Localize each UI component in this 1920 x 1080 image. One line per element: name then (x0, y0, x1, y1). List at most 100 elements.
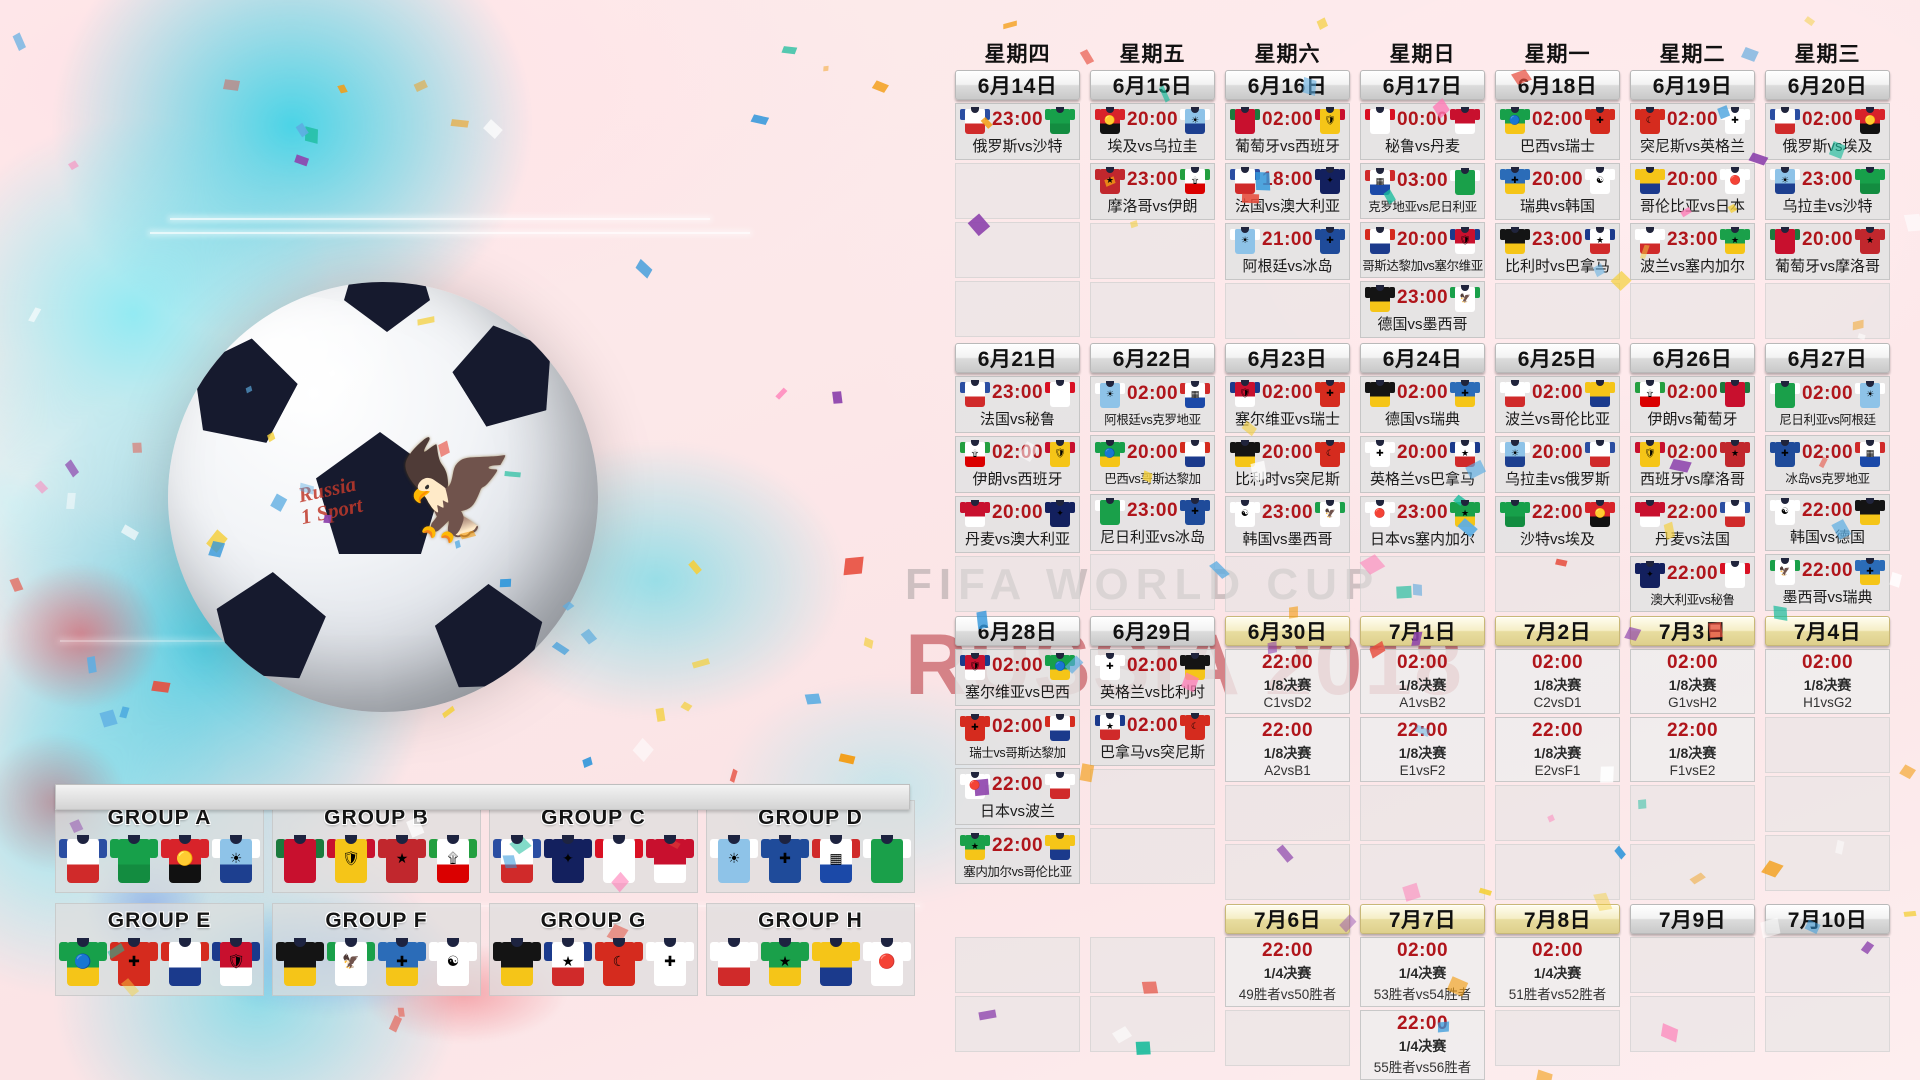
date-chip[interactable]: 7月7日 (1360, 904, 1485, 934)
date-chip[interactable]: 6月27日 (1765, 343, 1890, 373)
group-card-d[interactable]: GROUP D ☀ ✚ ▦ (706, 800, 915, 893)
match-cell[interactable]: 02:00 🛡 葡萄牙vs西班牙 (1225, 103, 1350, 160)
match-cell[interactable]: 23:00 法国vs秘鲁 (955, 376, 1080, 433)
match-cell[interactable]: ☀ 21:00 ✚ 阿根廷vs冰岛 (1225, 223, 1350, 280)
match-cell[interactable]: 🛡 02:00 🔵 塞尔维亚vs巴西 (955, 649, 1080, 706)
match-cell[interactable]: ✚ 02:00 瑞士vs哥斯达黎加 (955, 709, 1080, 765)
match-time: 23:00 (1396, 287, 1449, 308)
match-cell[interactable]: 🔵 20:00 巴西vs哥斯达黎加 (1090, 435, 1215, 491)
date-chip[interactable]: 6月21日 (955, 343, 1080, 373)
knockout-match-cell[interactable]: 22:00 1/8决赛 A2vsB1 (1225, 717, 1350, 782)
match-cell[interactable]: 02:00 ☀ 尼日利亚vs阿根廷 (1765, 376, 1890, 432)
date-chip[interactable]: 7月6日 (1225, 904, 1350, 934)
match-cell[interactable]: 20:00 🛡 哥斯达黎加vs塞尔维亚 (1360, 222, 1485, 278)
match-cell[interactable]: ☯ 23:00 🦅 韩国vs墨西哥 (1225, 496, 1350, 553)
group-title: GROUP H (758, 909, 863, 932)
knockout-match-cell[interactable]: 22:00 1/8决赛 C1vsD2 (1225, 649, 1350, 714)
match-cell[interactable]: 02:00 🟡 俄罗斯vs埃及 (1765, 103, 1890, 160)
match-cell[interactable]: ★ 02:00 ☾ 巴拿马vs突尼斯 (1090, 709, 1215, 766)
match-cell[interactable]: 🔵 02:00 ✚ 巴西vs瑞士 (1495, 103, 1620, 160)
knockout-match-cell[interactable]: 22:00 1/4决赛 49胜者vs50胜者 (1225, 937, 1350, 1007)
match-cell[interactable]: ✚ 20:00 ☯ 瑞典vs韩国 (1495, 163, 1620, 220)
group-card-a[interactable]: GROUP A 🟡 ☀ (55, 800, 264, 893)
group-card-e[interactable]: GROUP E 🔵 ✚ 🛡 (55, 903, 264, 996)
date-chip[interactable]: 7月2日 (1495, 616, 1620, 646)
knockout-match-cell[interactable]: 02:00 1/4决赛 51胜者vs52胜者 (1495, 937, 1620, 1007)
day-column: 6月23日 🛡 02:00 ✚ 塞尔维亚vs瑞士 20:00 ☾ 比利时vs突尼斯 ☯ 23:00… (1225, 343, 1350, 612)
knockout-match-cell[interactable]: 22:00 1/8决赛 F1vsE2 (1630, 717, 1755, 782)
date-chip[interactable]: 6月23日 (1225, 343, 1350, 373)
date-chip[interactable]: 7月10日 (1765, 904, 1890, 934)
match-cell[interactable]: ☀ 20:00 乌拉圭vs俄罗斯 (1495, 436, 1620, 493)
match-cell[interactable]: ✚ 02:00 ▦ 冰岛vs克罗地亚 (1765, 435, 1890, 491)
match-cell[interactable]: 🔴 22:00 日本vs波兰 (955, 768, 1080, 825)
date-chip[interactable]: 7月8日 (1495, 904, 1620, 934)
group-card-f[interactable]: GROUP F 🦅 ✚ ☯ (272, 903, 481, 996)
knockout-match-cell[interactable]: 22:00 1/8决赛 E2vsF1 (1495, 717, 1620, 782)
match-cell[interactable]: 02:00 ✚ 德国vs瑞典 (1360, 376, 1485, 433)
match-cell[interactable]: 20:00 ✦ 丹麦vs澳大利亚 (955, 496, 1080, 553)
match-cell[interactable]: 02:00 波兰vs哥伦比亚 (1495, 376, 1620, 433)
match-cell[interactable]: 20:00 ★ 葡萄牙vs摩洛哥 (1765, 223, 1890, 280)
date-chip[interactable]: 6月15日 (1090, 70, 1215, 100)
match-cell[interactable]: ☀ 23:00 乌拉圭vs沙特 (1765, 163, 1890, 220)
date-chip[interactable]: 7月1日 (1360, 616, 1485, 646)
match-cell[interactable]: ☀ 02:00 ▦ 阿根廷vs克罗地亚 (1090, 376, 1215, 432)
date-chip[interactable]: 6月26日 (1630, 343, 1755, 373)
date-chip[interactable]: 6月28日 (955, 616, 1080, 646)
match-time: 02:00 (1666, 109, 1719, 130)
empty-match-cell (1630, 283, 1755, 339)
date-chip[interactable]: 6月30日 (1225, 616, 1350, 646)
match-cell[interactable]: ۩ 02:00 🛡 伊朗vs西班牙 (955, 436, 1080, 493)
match-time: 22:00 (1396, 1013, 1449, 1034)
match-cell[interactable]: 20:00 🔴 哥伦比亚vs日本 (1630, 163, 1755, 220)
match-cell[interactable]: ★ 23:00 ۩ 摩洛哥vs伊朗 (1090, 163, 1215, 220)
match-cell[interactable]: 🔴 23:00 ★ 日本vs塞内加尔 (1360, 496, 1485, 553)
match-cell[interactable]: 23:00 ★ 波兰vs塞内加尔 (1630, 223, 1755, 280)
knockout-match-cell[interactable]: 02:00 1/8决赛 A1vsB2 (1360, 649, 1485, 714)
match-cell[interactable]: ✦ 22:00 澳大利亚vs秘鲁 (1630, 556, 1755, 612)
match-cell[interactable]: ☯ 22:00 韩国vs德国 (1765, 494, 1890, 551)
match-cell[interactable]: 23:00 俄罗斯vs沙特 (955, 103, 1080, 160)
match-cell[interactable]: 🟡 20:00 ☀ 埃及vs乌拉圭 (1090, 103, 1215, 160)
match-cell[interactable]: 20:00 ☾ 比利时vs突尼斯 (1225, 436, 1350, 493)
date-chip[interactable]: 6月14日 (955, 70, 1080, 100)
date-chip[interactable]: 6月22日 (1090, 343, 1215, 373)
knockout-match-cell[interactable]: 02:00 1/8决赛 G1vsH2 (1630, 649, 1755, 714)
date-chip[interactable]: 6月29日 (1090, 616, 1215, 646)
jersey-icon-jpn: 🔴 (863, 937, 911, 987)
match-cell[interactable]: 18:00 ✦ 法国vs澳大利亚 (1225, 163, 1350, 220)
match-cell[interactable]: ☾ 02:00 ✚ 突尼斯vs英格兰 (1630, 103, 1755, 160)
match-cell[interactable]: 23:00 🦅 德国vs墨西哥 (1360, 281, 1485, 338)
match-cell[interactable]: ۩ 02:00 伊朗vs葡萄牙 (1630, 376, 1755, 433)
match-cell[interactable]: 22:00 🟡 沙特vs埃及 (1495, 496, 1620, 553)
date-chip[interactable]: 6月19日 (1630, 70, 1755, 100)
match-cell[interactable]: ▦ 03:00 克罗地亚vs尼日利亚 (1360, 163, 1485, 219)
date-chip[interactable]: 6月25日 (1495, 343, 1620, 373)
jersey-icon-ger (1364, 379, 1395, 407)
match-teams: 伊朗vs葡萄牙 (1647, 411, 1738, 428)
knockout-match-cell[interactable]: 02:00 1/8决赛 H1vsG2 (1765, 649, 1890, 714)
match-time: 20:00 (1396, 228, 1449, 250)
knockout-match-cell[interactable]: 02:00 1/4决赛 53胜者vs54胜者 (1360, 937, 1485, 1007)
date-chip[interactable]: 7月9日 (1630, 904, 1755, 934)
match-cell[interactable]: 22:00 丹麦vs法国 (1630, 496, 1755, 553)
match-cell[interactable]: 🛡 02:00 ★ 西班牙vs摩洛哥 (1630, 436, 1755, 493)
knockout-match-cell[interactable]: 02:00 1/8决赛 C2vsD1 (1495, 649, 1620, 714)
match-cell[interactable]: 23:00 ✚ 尼日利亚vs冰岛 (1090, 494, 1215, 551)
date-chip[interactable]: 6月20日 (1765, 70, 1890, 100)
knockout-match-cell[interactable]: 22:00 1/4决赛 55胜者vs56胜者 (1360, 1010, 1485, 1080)
group-card-g[interactable]: GROUP G ★ ☾ ✚ (489, 903, 698, 996)
group-card-h[interactable]: GROUP H ★ 🔴 (706, 903, 915, 996)
date-chip[interactable]: 6月24日 (1360, 343, 1485, 373)
date-chip[interactable]: 6月16日 (1225, 70, 1350, 100)
date-chip[interactable]: 7月4日 (1765, 616, 1890, 646)
match-cell[interactable]: ✚ 20:00 ★ 英格兰vs巴拿马 (1360, 436, 1485, 493)
light-streak (170, 218, 710, 220)
match-cell[interactable]: ★ 22:00 塞内加尔vs哥伦比亚 (955, 828, 1080, 884)
group-card-b[interactable]: GROUP B 🛡 ★ ۩ (272, 800, 481, 893)
date-chip[interactable]: 7月3日 (1630, 616, 1755, 646)
match-cell[interactable]: 00:00 秘鲁vs丹麦 (1360, 103, 1485, 160)
date-chip[interactable]: 6月17日 (1360, 70, 1485, 100)
match-cell[interactable]: 🦅 22:00 ✚ 墨西哥vs瑞典 (1765, 554, 1890, 611)
